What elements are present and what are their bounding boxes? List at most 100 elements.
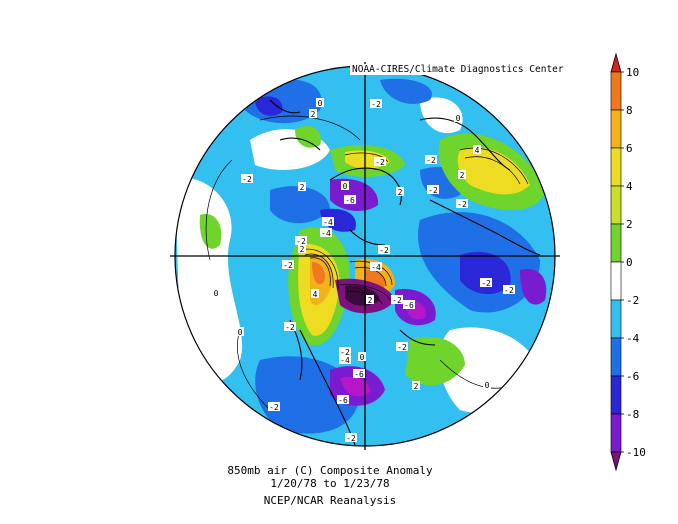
contour-label: 0 — [214, 289, 219, 298]
contour-label: -6 — [404, 301, 414, 310]
contour-label-box — [344, 195, 356, 204]
contour-label: 0 — [485, 381, 490, 390]
contour-label: -4 — [371, 263, 381, 272]
contour-label: -2 — [242, 175, 252, 184]
contour-label: -2 — [346, 434, 356, 443]
caption-title: 850mb air (C) Composite Anomaly — [227, 464, 433, 477]
contour-label-box — [480, 278, 492, 287]
contour-label: -2 — [504, 286, 514, 295]
colorbar-segment — [610, 261, 622, 301]
colorbar-tick-label: 10 — [626, 66, 639, 79]
contour-label-box — [454, 113, 462, 122]
contour-label-box — [339, 347, 351, 356]
contour-label: 0 — [343, 182, 348, 191]
contour-label-box — [309, 109, 317, 118]
contour-label: -2 — [371, 100, 381, 109]
contour-label-box — [337, 395, 349, 404]
caption-source: NCEP/NCAR Reanalysis — [263, 494, 397, 507]
colorbar-tick-label: -4 — [626, 332, 640, 345]
contour-label: -2 — [397, 343, 407, 352]
colorbar-segment — [610, 71, 622, 111]
contour-label-box — [339, 355, 351, 364]
colorbar-segment — [610, 337, 622, 377]
contour-label: -2 — [296, 237, 306, 246]
contour-label: -2 — [269, 403, 279, 412]
contour-label-box — [345, 433, 357, 442]
contour-label: -2 — [392, 296, 402, 305]
contour-label-box — [396, 342, 408, 351]
contour-label-box — [370, 99, 382, 108]
colorbar-tick-label: 8 — [626, 104, 633, 117]
colorbar-segment — [610, 185, 622, 225]
contour-label-box — [503, 285, 515, 294]
contour-label: -2 — [426, 156, 436, 165]
contour-label-box — [358, 352, 366, 361]
contour-label-box — [412, 381, 420, 390]
contour-label-box — [370, 262, 382, 271]
colorbar-tick-label: -10 — [626, 446, 646, 459]
contour-label-box — [396, 187, 404, 196]
contour-label-box — [341, 181, 349, 190]
colorbar-segment — [610, 223, 622, 263]
contour-label: 2 — [460, 171, 465, 180]
colorbar-top-arrow — [610, 52, 622, 73]
colorbar-segment — [610, 109, 622, 149]
contour-label-box — [311, 289, 319, 298]
contour-label: -2 — [457, 200, 467, 209]
contour-label-box — [212, 288, 220, 297]
contour-label: -6 — [354, 370, 364, 379]
contour-label: 0 — [360, 353, 365, 362]
colorbar-tick-label: 4 — [626, 180, 633, 193]
colorbar-segment — [610, 147, 622, 187]
contour-label-box — [298, 182, 306, 191]
colorbar-tick-label: -6 — [626, 370, 639, 383]
contour-label-box — [298, 244, 306, 253]
contour-label: 2 — [368, 296, 373, 305]
contour-label: 2 — [414, 382, 419, 391]
caption-dates: 1/20/78 to 1/23/78 — [270, 477, 390, 490]
contour-label-box — [403, 300, 415, 309]
contour-label-box — [425, 155, 437, 164]
contour-label-box — [473, 145, 481, 154]
contour-label-box — [391, 295, 403, 304]
colorbar-tick-label: 0 — [626, 256, 633, 269]
contour-label-box — [427, 185, 439, 194]
contour-label-box — [366, 295, 374, 304]
contour-label-box — [374, 157, 386, 166]
contour-label-box — [284, 322, 296, 331]
contour-label: -4 — [340, 356, 350, 365]
colorbar-segment — [610, 413, 622, 453]
contour-label: 0 — [318, 99, 323, 108]
contour-label: -2 — [481, 279, 491, 288]
contour-label: 0 — [238, 328, 243, 337]
contour-label-box — [282, 260, 294, 269]
contour-label: 2 — [311, 110, 316, 119]
contour-label: 2 — [398, 188, 403, 197]
contour-label: -2 — [379, 246, 389, 255]
contour-label: -4 — [321, 229, 331, 238]
contour-label-box — [320, 228, 332, 237]
contour-label: -2 — [375, 158, 385, 167]
contour-label-box — [378, 245, 390, 254]
contour-label: -2 — [283, 261, 293, 270]
colorbar-segment — [610, 375, 622, 415]
colorbar-bottom-arrow — [610, 451, 622, 472]
contour-label: 0 — [456, 114, 461, 123]
contour-label-box — [353, 369, 365, 378]
contour-label: 4 — [313, 290, 318, 299]
contour-label-box — [322, 217, 334, 226]
contour-label-box — [241, 174, 253, 183]
contour-label-box — [458, 170, 466, 179]
contour-label: -6 — [338, 396, 348, 405]
colorbar-tick-label: 6 — [626, 142, 633, 155]
credit-text: NOAA-CIRES/Climate Diagnostics Center — [350, 64, 566, 75]
colorbar: 10 8 6 4 2 0 -2 -4 -6 -8 -10 — [610, 52, 646, 472]
colorbar-segment — [610, 299, 622, 339]
contour-label: 4 — [475, 146, 480, 155]
contour-label: 2 — [300, 245, 305, 254]
contour-label: -4 — [323, 218, 333, 227]
contour-label: -6 — [345, 196, 355, 205]
contour-label-box — [483, 380, 491, 389]
colorbar-tick-label: 2 — [626, 218, 633, 231]
